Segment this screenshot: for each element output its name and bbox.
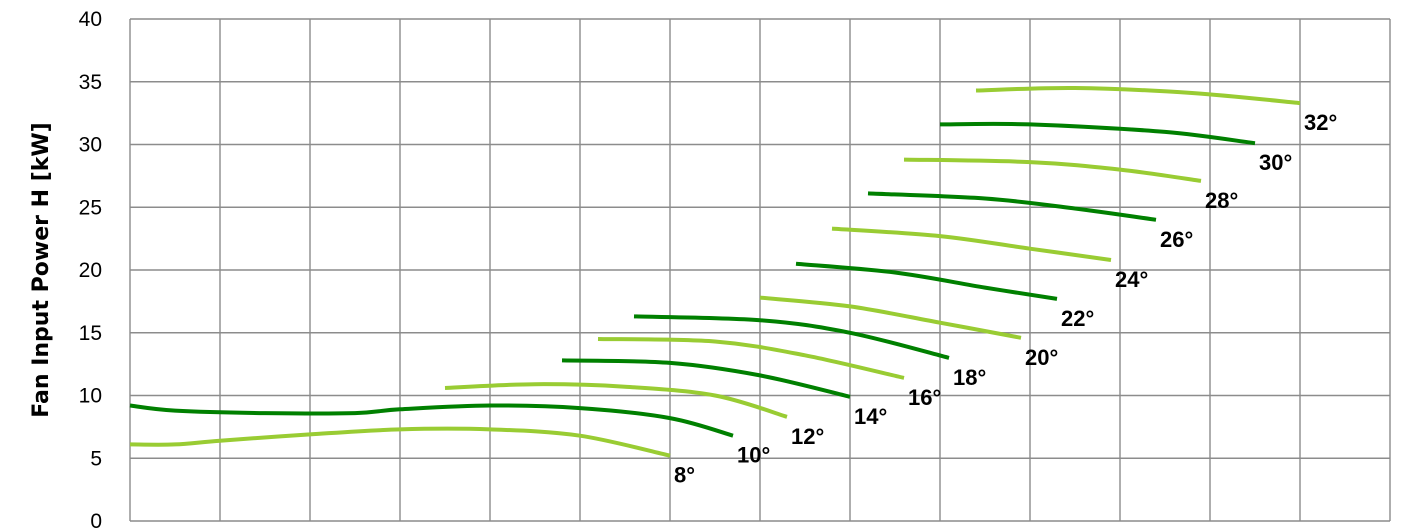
series-line xyxy=(867,191,1157,222)
grid xyxy=(129,18,1391,522)
series-label: 32° xyxy=(1304,110,1337,135)
y-tick-label: 40 xyxy=(79,8,102,31)
y-tick-label: 25 xyxy=(79,196,102,219)
series-line xyxy=(759,295,1022,340)
y-tick-label: 10 xyxy=(79,385,102,408)
series-label: 14° xyxy=(854,404,887,429)
series-label: 30° xyxy=(1259,150,1292,175)
y-tick-label: 35 xyxy=(79,71,102,94)
y-tick-label: 0 xyxy=(90,510,102,529)
y-tick-label: 15 xyxy=(79,322,102,345)
series-label: 28° xyxy=(1205,188,1238,213)
y-tick-labels: 0 5 10 15 20 25 30 35 40 xyxy=(79,8,102,529)
series-line xyxy=(444,382,788,419)
series-line xyxy=(939,121,1256,146)
y-axis-label: Fan Input Power H [kW] xyxy=(29,122,54,417)
series-label: 20° xyxy=(1025,345,1058,370)
y-tick-label: 30 xyxy=(79,134,102,157)
series-labels: 8° 10° 12° 14° 16° 18° 20°22° 24° 26° 28° 30° 32° xyxy=(674,110,1337,488)
series-line xyxy=(795,261,1058,301)
series-label: 24° xyxy=(1115,267,1148,292)
series-label: 22° xyxy=(1061,306,1094,331)
series-label: 12° xyxy=(791,424,824,449)
series-label: 10° xyxy=(737,443,770,468)
series-line xyxy=(597,337,905,380)
series-line xyxy=(561,358,851,399)
y-tick-label: 5 xyxy=(90,447,102,470)
series-line xyxy=(903,157,1202,183)
series-label: 16° xyxy=(908,385,941,410)
series-label: 8° xyxy=(674,463,695,488)
series-curves xyxy=(129,85,1301,458)
series-line xyxy=(633,314,950,360)
series-line xyxy=(129,403,734,438)
series-line xyxy=(129,426,671,458)
series-label: 26° xyxy=(1160,227,1193,252)
series-label: 18° xyxy=(953,365,986,390)
y-tick-label: 20 xyxy=(79,259,102,282)
series-line xyxy=(831,226,1112,262)
series-line xyxy=(975,85,1301,106)
